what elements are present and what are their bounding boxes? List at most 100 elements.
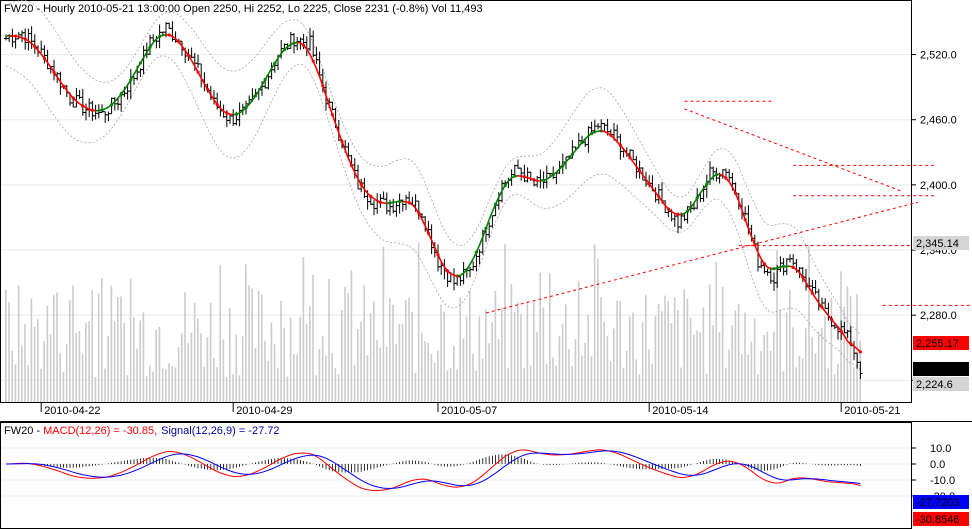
volume-bar xyxy=(277,368,279,402)
ma-segment xyxy=(334,123,340,134)
ma-segment xyxy=(591,131,596,135)
volume-bar xyxy=(443,311,445,402)
ma-segment xyxy=(5,34,10,37)
ma-segment xyxy=(315,68,321,77)
volume-bar xyxy=(305,324,308,402)
volume-bar xyxy=(366,355,369,402)
volume-bar xyxy=(577,280,580,402)
ma-segment xyxy=(767,266,772,270)
volume-bar xyxy=(14,364,17,402)
volume-bar xyxy=(267,360,269,402)
volume-bar xyxy=(424,341,426,402)
ma-segment xyxy=(197,71,202,79)
volume-bar xyxy=(657,303,660,402)
volume-bar xyxy=(203,366,205,402)
ma-segment xyxy=(123,84,129,91)
volume-bar xyxy=(593,244,596,402)
ma-segment xyxy=(690,202,695,209)
volume-bar xyxy=(622,367,625,402)
volume-bar xyxy=(174,367,177,402)
volume-bar xyxy=(280,300,282,402)
volume-bar xyxy=(65,344,68,402)
volume-bar xyxy=(344,286,346,402)
volume-bar xyxy=(408,297,410,402)
price-label-text: 2,255.17 xyxy=(916,338,959,350)
ma-segment xyxy=(802,276,807,283)
volume-bar xyxy=(389,298,391,402)
volume-bar xyxy=(693,334,695,402)
price-label-text: 2,224.6 xyxy=(916,379,953,391)
ma-segment xyxy=(389,201,394,204)
volume-bar xyxy=(289,317,292,402)
volume-bar xyxy=(117,297,119,402)
volume-bar xyxy=(587,314,589,402)
macd-value-box xyxy=(913,512,969,526)
volume-bar xyxy=(741,354,743,402)
ma-segment xyxy=(130,73,135,81)
macd-tick-label: 0.0 xyxy=(930,459,945,471)
macd-lines xyxy=(5,449,861,492)
ma-segment xyxy=(581,138,586,144)
ma-segment xyxy=(648,183,654,189)
ma-segment xyxy=(699,188,705,194)
volume-bar xyxy=(542,307,545,402)
volume-bar xyxy=(177,347,180,402)
volume-bar xyxy=(475,370,477,402)
volume-bar xyxy=(827,368,829,402)
volume-bar xyxy=(785,312,788,402)
volume-bar xyxy=(158,326,161,402)
volume-bar xyxy=(113,321,116,402)
ma-segment xyxy=(725,177,730,183)
volume-bar xyxy=(737,304,740,402)
ma-segment xyxy=(267,68,273,75)
volume-bar xyxy=(821,327,823,402)
volume-bar xyxy=(763,334,765,402)
volume-bar xyxy=(241,336,244,402)
volume-bar xyxy=(78,331,81,402)
ma-segment xyxy=(171,35,177,40)
volume-bar xyxy=(811,337,813,402)
volume-bar xyxy=(686,298,689,402)
volume-bar xyxy=(213,357,215,402)
volume-bar xyxy=(462,338,465,402)
ma-segment xyxy=(200,77,206,85)
volume-bar xyxy=(193,302,196,402)
ma-segment xyxy=(507,177,513,182)
volume-bar xyxy=(753,318,756,402)
ma-segment xyxy=(527,176,532,180)
ma-segment xyxy=(604,130,608,134)
volume-bar xyxy=(321,335,324,402)
volume-bar xyxy=(257,290,260,402)
ma-segment xyxy=(840,330,846,337)
ma-segment xyxy=(485,219,490,229)
ma-segment xyxy=(667,208,673,213)
volume-bar xyxy=(72,285,74,402)
volume-bar xyxy=(824,315,826,402)
volume-bar xyxy=(216,367,218,402)
ma-segment xyxy=(811,292,817,299)
volume-bar xyxy=(315,375,317,402)
volume-bar xyxy=(523,367,525,402)
ma-segment xyxy=(744,219,750,229)
volume-bar xyxy=(312,274,314,402)
volume-bar xyxy=(392,304,394,402)
volume-bar xyxy=(539,272,541,402)
ma-segment xyxy=(72,97,77,102)
volume-bar xyxy=(571,365,573,402)
ma-segment xyxy=(277,53,282,59)
ma-segment xyxy=(642,174,647,180)
ma-segment xyxy=(741,209,746,220)
ma-segment xyxy=(834,322,839,328)
volume-bar xyxy=(229,308,231,402)
volume-bar xyxy=(853,367,855,402)
volume-bar xyxy=(744,312,746,402)
ma-segment xyxy=(488,211,494,220)
volume-bar xyxy=(629,316,631,402)
ma-segment xyxy=(734,193,740,202)
volume-bar xyxy=(801,358,804,402)
ma-segment xyxy=(843,335,849,342)
ma-segment xyxy=(478,236,484,246)
volume-bar xyxy=(261,294,263,402)
volume-bars xyxy=(5,242,861,402)
ma-segment xyxy=(457,274,461,277)
